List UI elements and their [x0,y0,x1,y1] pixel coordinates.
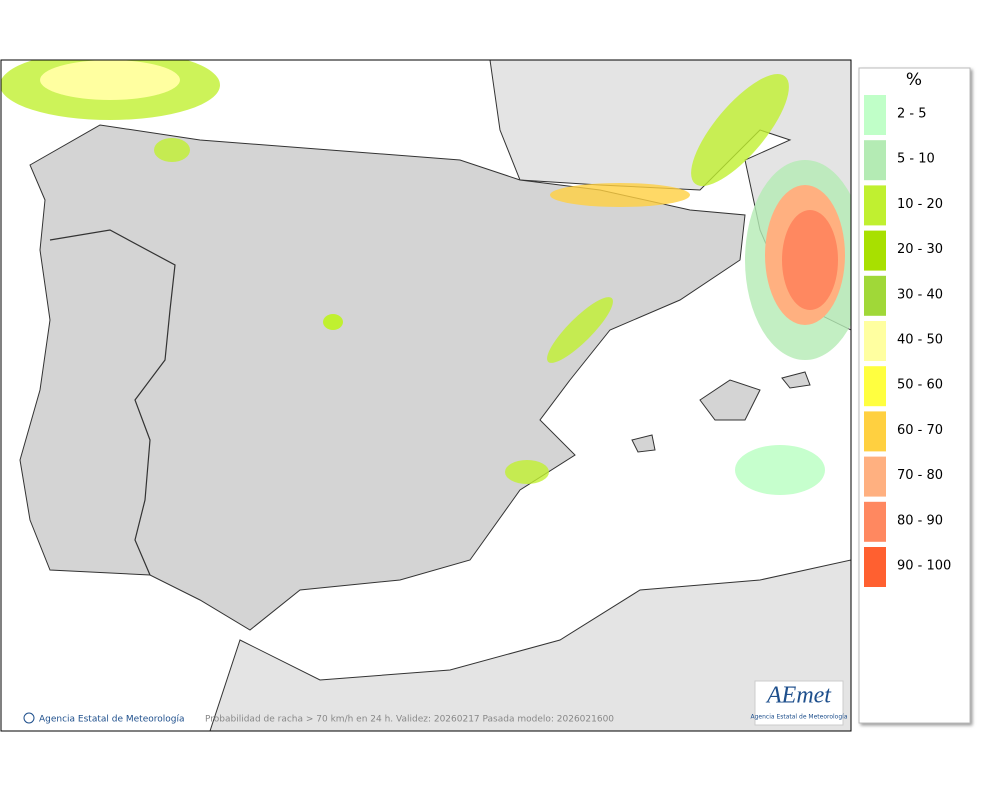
probability-area [40,60,180,100]
legend-swatch [864,501,886,542]
legend-label: 5 - 10 [897,152,935,167]
legend-label: 20 - 30 [897,242,943,257]
legend-label: 2 - 5 [897,107,927,122]
legend: % 2 - 5 5 - 10 10 - 20 20 - 30 30 - 40 40 - 5… [858,67,971,724]
logo-box [754,680,844,726]
legend-swatch [864,230,886,271]
caption: Probabilidad de racha > 70 km/h en 24 h.… [205,715,614,725]
legend-label: 10 - 20 [897,197,943,212]
probability-area [154,138,190,162]
portugal-border [49,229,176,576]
ibiza [631,434,656,453]
logo: AEmet [765,683,832,709]
credit: Agencia Estatal de Meteorología [39,715,185,725]
legend-label: 40 - 50 [897,333,943,348]
legend-swatch [864,411,886,452]
logo-subtitle: Agencia Estatal de Meteorología [751,714,848,721]
legend-label: 90 - 100 [897,559,951,574]
map: AEmet Agencia Estatal de Meteorología Ag… [1,60,851,731]
probability-area [691,74,789,186]
legend-label: 50 - 60 [897,378,943,393]
probability-area [735,445,825,495]
legend-swatch [864,140,886,181]
legend-swatch [864,275,886,316]
legend-label: 70 - 80 [897,468,943,483]
probability-area [547,297,613,363]
map-frame [0,59,852,732]
legend-swatch [864,185,886,226]
mallorca [699,379,761,421]
copyright-icon [23,712,35,724]
probability-area [550,183,690,207]
legend-label: 60 - 70 [897,423,943,438]
legend-swatch [864,321,886,361]
legend-swatch [864,95,886,135]
probability-area [782,210,838,310]
legend-label: 30 - 40 [897,287,943,302]
menorca [781,371,811,389]
probability-area [323,314,343,330]
legend-title: % [906,70,922,90]
legend-swatch [864,547,886,587]
legend-swatch [864,366,886,407]
africa [209,559,851,731]
legend-label: 80 - 90 [897,513,943,528]
probability-area [505,460,549,484]
legend-swatch [864,456,886,497]
